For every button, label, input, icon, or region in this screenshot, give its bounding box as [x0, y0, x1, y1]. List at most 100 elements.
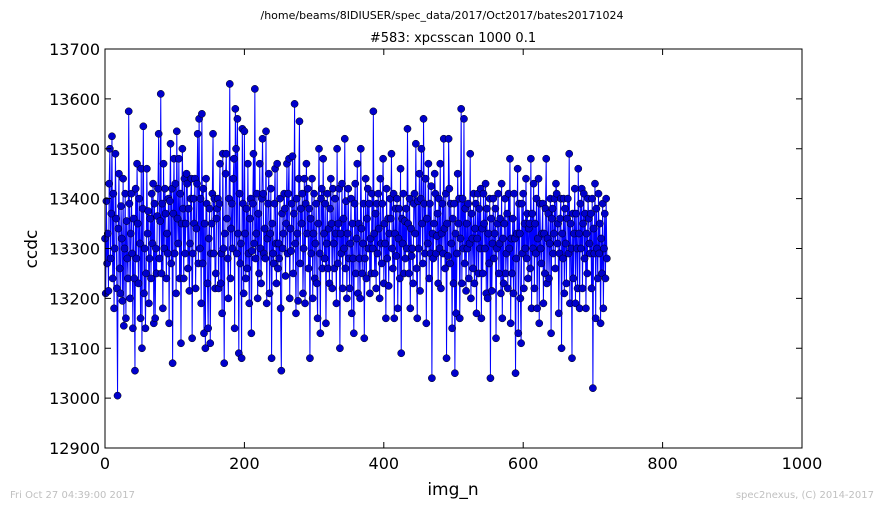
- data-point: [453, 249, 461, 258]
- data-point: [494, 269, 503, 278]
- data-point: [269, 259, 278, 268]
- data-point: [323, 189, 332, 198]
- data-point: [320, 254, 329, 263]
- data-point: [272, 279, 281, 288]
- data-point: [326, 174, 335, 183]
- data-point: [253, 294, 262, 303]
- data-point: [374, 189, 383, 198]
- x-tick-label: 0: [100, 454, 110, 473]
- data-point: [204, 324, 213, 333]
- data-point: [430, 219, 438, 228]
- data-point: [176, 189, 185, 198]
- data-point: [239, 289, 248, 298]
- data-point: [261, 254, 270, 263]
- data-point: [403, 124, 412, 133]
- data-point: [361, 254, 369, 263]
- data-point: [142, 164, 151, 173]
- data-point: [279, 229, 288, 238]
- data-point: [386, 214, 395, 223]
- data-point: [381, 239, 390, 248]
- data-point: [304, 264, 313, 273]
- data-point: [150, 199, 159, 208]
- data-point: [520, 284, 528, 293]
- footer-timestamp: Fri Oct 27 04:39:00 2017: [10, 490, 135, 501]
- data-point: [369, 107, 378, 116]
- data-point: [227, 224, 236, 233]
- data-point: [462, 219, 471, 228]
- data-point: [175, 154, 183, 163]
- data-point: [460, 259, 469, 268]
- data-point: [531, 249, 540, 258]
- data-point: [177, 339, 185, 348]
- data-point: [198, 109, 206, 118]
- data-point: [108, 132, 116, 141]
- data-point: [533, 304, 541, 313]
- data-point: [131, 184, 140, 193]
- data-point: [343, 229, 352, 238]
- data-point: [487, 214, 495, 223]
- series-markers: [101, 80, 611, 400]
- data-point: [570, 184, 579, 193]
- data-point: [512, 254, 521, 263]
- data-point: [338, 179, 346, 188]
- data-point: [245, 299, 254, 308]
- data-point: [375, 294, 384, 303]
- data-point: [292, 309, 300, 318]
- data-point: [499, 234, 507, 243]
- data-point: [470, 279, 479, 288]
- data-point: [195, 244, 204, 253]
- data-point: [467, 209, 476, 218]
- data-point: [165, 319, 173, 328]
- data-point: [103, 229, 112, 238]
- data-point: [497, 289, 505, 298]
- data-point: [290, 209, 298, 218]
- data-point: [522, 254, 531, 263]
- data-point: [530, 284, 539, 293]
- data-point: [338, 284, 347, 293]
- data-point: [343, 294, 351, 303]
- data-point: [286, 224, 295, 233]
- data-point: [233, 114, 242, 123]
- data-point: [309, 229, 318, 238]
- y-tick-label: 13400: [49, 190, 100, 209]
- data-point: [126, 229, 135, 238]
- data-point: [508, 269, 516, 278]
- data-point: [353, 159, 362, 168]
- data-point: [384, 282, 393, 290]
- data-point: [566, 219, 575, 228]
- data-point: [232, 249, 241, 258]
- data-point: [425, 199, 434, 208]
- data-point: [453, 169, 462, 178]
- x-tick-label: 1000: [782, 454, 823, 473]
- data-point: [375, 224, 383, 233]
- chart-suptitle: /home/beams/8IDIUSER/spec_data/2017/Oct2…: [261, 9, 624, 22]
- data-point: [314, 219, 323, 228]
- data-point: [475, 204, 484, 213]
- data-point: [383, 254, 392, 263]
- data-point: [120, 244, 129, 253]
- data-point: [516, 294, 525, 303]
- data-point: [336, 229, 345, 238]
- data-point: [548, 204, 557, 213]
- data-point: [315, 249, 324, 258]
- data-point: [228, 244, 237, 253]
- data-point: [450, 199, 459, 208]
- data-point: [529, 179, 538, 188]
- data-point: [220, 359, 229, 368]
- data-point: [273, 159, 282, 168]
- y-axis-label: ccdc: [22, 230, 42, 269]
- data-point: [344, 184, 353, 193]
- data-point: [308, 294, 317, 303]
- data-point: [122, 217, 131, 225]
- data-point: [585, 239, 594, 248]
- data-point: [209, 129, 217, 138]
- data-point: [230, 154, 238, 163]
- data-point: [444, 134, 453, 143]
- data-point: [224, 294, 233, 303]
- data-point: [398, 239, 407, 248]
- data-point: [293, 229, 302, 238]
- data-point: [311, 239, 320, 248]
- data-point: [487, 287, 496, 295]
- data-point: [575, 229, 583, 238]
- data-point: [255, 269, 263, 278]
